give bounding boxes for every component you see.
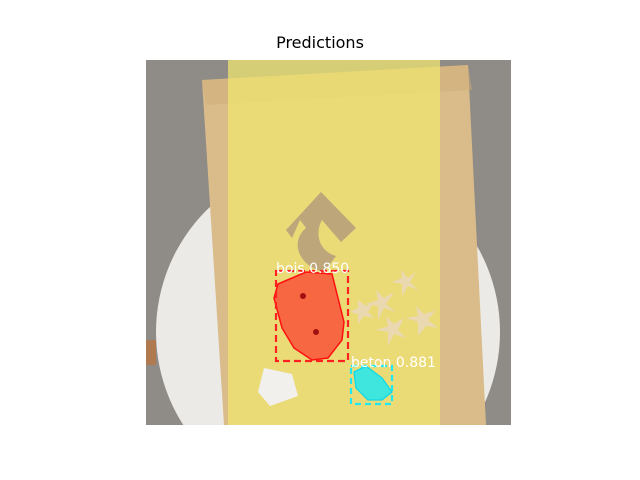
beton-mask	[354, 366, 392, 400]
bois-label: bois 0.850	[276, 261, 349, 277]
beton-mask-outline	[353, 365, 393, 401]
beton-label: beton 0.881	[351, 355, 436, 371]
bois-bounding-box	[274, 269, 350, 363]
floor-object	[146, 340, 156, 365]
figure-title: Predictions	[276, 33, 364, 52]
image-canvas: bois 0.850 beton 0.881	[146, 60, 511, 425]
bois-hole	[300, 293, 306, 299]
mask-overlay	[228, 60, 440, 425]
cross-pieces	[350, 270, 438, 346]
beton-bounding-box	[349, 364, 394, 406]
bois-mask	[274, 272, 344, 360]
bois-hole	[313, 329, 319, 335]
prediction-image: bois 0.850 beton 0.881	[146, 60, 511, 425]
u-shaped-piece	[286, 192, 356, 272]
bois-mask-outline	[273, 271, 345, 361]
white-block	[258, 368, 298, 406]
